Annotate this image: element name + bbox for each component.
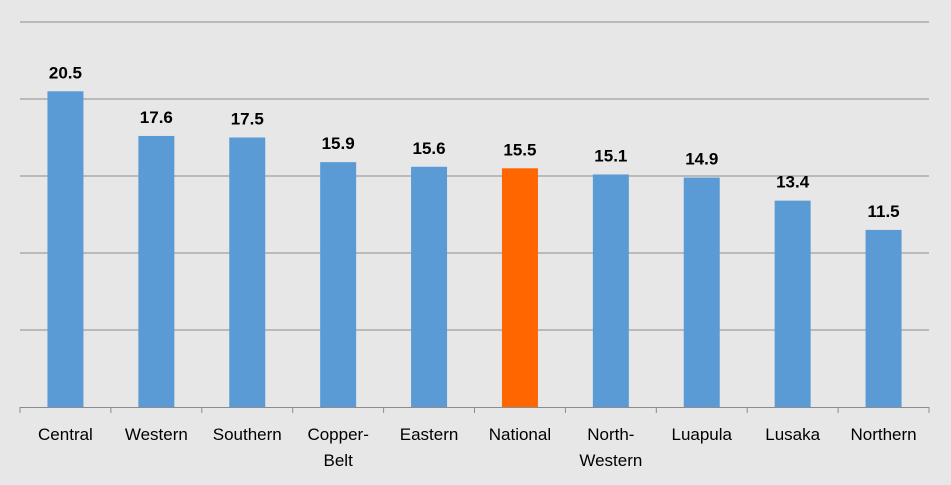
data-label: 15.9 bbox=[322, 134, 355, 153]
data-label: 15.5 bbox=[503, 140, 536, 159]
category-label: Luapula bbox=[671, 425, 732, 444]
data-label: 15.6 bbox=[413, 139, 446, 158]
data-label: 17.5 bbox=[231, 110, 264, 129]
x-axis bbox=[19, 407, 930, 413]
bar bbox=[229, 137, 266, 407]
bar bbox=[592, 174, 629, 407]
bars bbox=[47, 91, 902, 408]
bar bbox=[138, 135, 175, 407]
bar bbox=[501, 168, 538, 407]
category-label: Belt bbox=[324, 451, 354, 470]
bar bbox=[411, 166, 448, 407]
category-label: Central bbox=[38, 425, 93, 444]
bar bbox=[683, 177, 720, 407]
bar bbox=[320, 162, 357, 407]
data-label: 15.1 bbox=[594, 146, 627, 165]
category-label: Eastern bbox=[400, 425, 459, 444]
category-label: Northern bbox=[850, 425, 916, 444]
data-label: 17.6 bbox=[140, 108, 173, 127]
data-label: 20.5 bbox=[49, 63, 82, 82]
category-label: Western bbox=[579, 451, 642, 470]
bar bbox=[865, 229, 902, 407]
category-label: North- bbox=[587, 425, 634, 444]
bar bbox=[774, 200, 811, 407]
category-labels: Central Western Southern Copper- Belt Eastern… bbox=[38, 425, 917, 470]
category-label: Western bbox=[125, 425, 188, 444]
data-label: 14.9 bbox=[685, 150, 718, 169]
category-label: Southern bbox=[213, 425, 282, 444]
data-label: 13.4 bbox=[776, 173, 810, 192]
category-label: National bbox=[489, 425, 551, 444]
value-labels: 20.5 17.6 17.5 15.9 15.6 15.5 15.1 14.9 13.4 11.5 bbox=[49, 63, 900, 221]
data-label: 11.5 bbox=[867, 202, 899, 221]
category-label: Lusaka bbox=[765, 425, 820, 444]
bar bbox=[47, 91, 84, 408]
category-label: Copper- bbox=[307, 425, 368, 444]
